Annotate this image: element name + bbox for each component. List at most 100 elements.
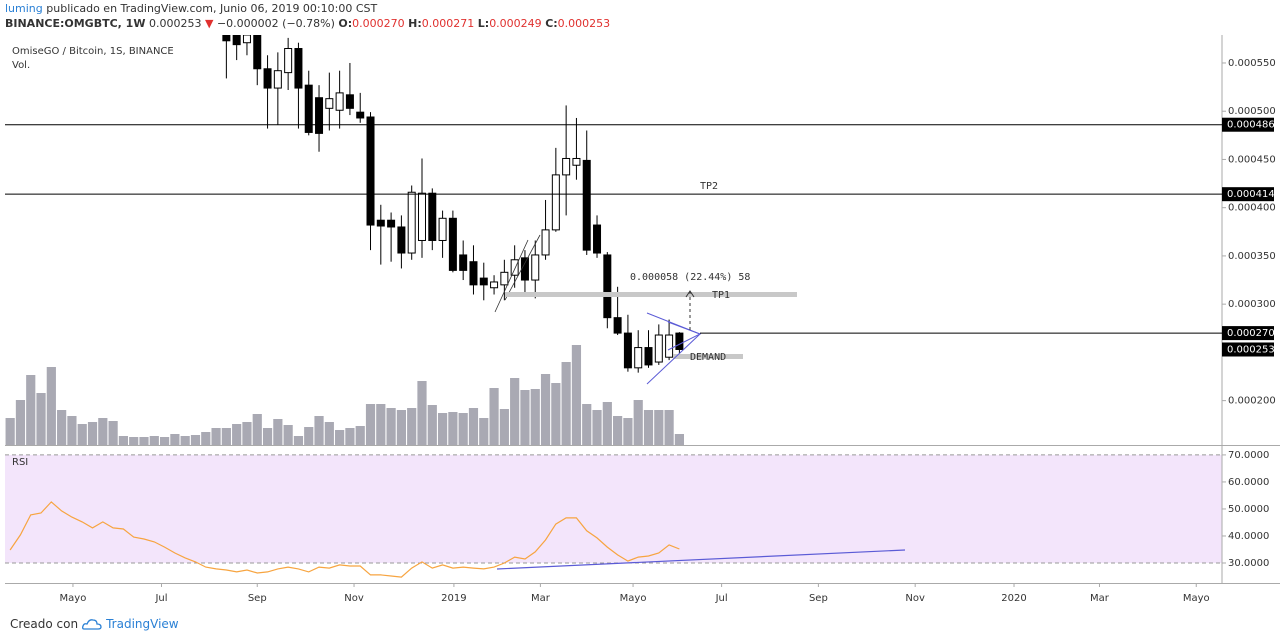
published: publicado en TradingView.com, Junio 06, … <box>46 2 378 15</box>
x-tick-label: Mayo <box>620 593 647 604</box>
candle-body <box>572 157 581 166</box>
rsi-tick-label: 40.0000 <box>1228 531 1269 542</box>
candle-body <box>665 334 674 358</box>
volume-bar <box>396 410 407 445</box>
candle-body <box>407 191 416 254</box>
volume-bar <box>365 404 376 445</box>
symbol-line: BINANCE:OMGBTC, 1W 0.000253 ▼ −0.000002 … <box>5 16 610 31</box>
candle-body <box>304 84 313 133</box>
drawings <box>494 234 906 570</box>
ohlc-value: 0.000271 <box>421 17 475 30</box>
price-label: 0.000253 <box>1227 344 1275 355</box>
volume-bar <box>118 436 129 445</box>
volume-bar <box>417 381 427 445</box>
price-label: 0.000486 <box>1227 120 1275 131</box>
candle-body <box>479 277 488 286</box>
candle-body <box>654 334 663 363</box>
y-tick-label: 0.000200 <box>1228 396 1276 407</box>
ohlc-value: 0.000249 <box>489 17 542 30</box>
candle-body <box>284 48 293 74</box>
volume-bar <box>201 432 211 445</box>
candle-body <box>644 347 653 366</box>
volume-bar <box>252 414 262 445</box>
candle-body <box>345 94 354 109</box>
volume-bar <box>67 416 77 445</box>
x-tick-label: Mar <box>1090 593 1110 604</box>
x-tick-label: Nov <box>905 593 925 604</box>
volume-bar <box>674 434 684 445</box>
volume-bar <box>448 412 458 445</box>
candle-body <box>417 192 426 241</box>
volume-bar <box>489 388 499 445</box>
candle-body <box>253 35 262 70</box>
chart-title: OmiseGO / Bitcoin, 1S, BINANCE <box>12 46 174 57</box>
volume-bar <box>139 437 149 445</box>
ohlc-key: O: <box>338 17 353 30</box>
volume-bar <box>314 416 324 445</box>
volume-bar <box>664 410 674 445</box>
volume-bar <box>98 418 108 445</box>
ohlc-value: 0.000270 <box>352 17 405 30</box>
ohlc-value: 0.000253 <box>557 17 611 30</box>
price-label-box <box>1222 326 1274 341</box>
candle-body <box>582 159 591 251</box>
last: 0.000253 <box>148 17 202 30</box>
volume-bar <box>36 393 46 445</box>
trend-line <box>494 239 529 313</box>
candle-body <box>531 254 540 281</box>
publish-line: luming publicado en TradingView.com, Jun… <box>5 1 610 16</box>
volume-bar <box>242 422 252 445</box>
arrow: ▼ <box>204 17 214 30</box>
volume-bar <box>499 409 509 445</box>
volume-bar <box>376 404 386 445</box>
candle-body <box>232 35 241 46</box>
candle-body <box>294 48 303 89</box>
candle-body <box>325 98 334 109</box>
volume-bar <box>335 430 345 445</box>
candle-body <box>510 259 519 276</box>
volume-bar <box>437 413 448 445</box>
logo <box>82 619 102 630</box>
candle-body <box>273 70 282 89</box>
x-tick-label: Jul <box>154 593 167 604</box>
ohlc-key: L: <box>477 17 490 30</box>
volume-bar <box>170 434 180 445</box>
y-tick-label: 0.000350 <box>1228 251 1276 262</box>
demand-zone <box>673 354 743 359</box>
tp1-zone <box>505 292 797 297</box>
annotation: 0.000058 (22.44%) 58 <box>630 272 750 283</box>
candle-body <box>242 35 251 44</box>
volume-bar <box>87 422 98 445</box>
volume-bar <box>345 428 355 445</box>
x-tick-label: Mayo <box>60 593 87 604</box>
user[interactable]: luming <box>5 2 43 15</box>
volume-bar <box>57 410 67 445</box>
price-label-box <box>1222 117 1274 132</box>
volume-bar <box>293 436 304 445</box>
volume-bar <box>623 418 633 445</box>
candle-body <box>593 224 602 254</box>
volume-bar <box>26 375 36 445</box>
candle-body <box>469 261 478 286</box>
volume-bar <box>180 436 190 445</box>
volume-bar <box>427 405 437 445</box>
candle-body <box>520 257 529 281</box>
rsi-band <box>5 454 1222 564</box>
x-tick-label: Jul <box>715 593 728 604</box>
volume-bar <box>5 418 15 445</box>
volume-bar <box>530 389 540 445</box>
rsi-tick-label: 60.0000 <box>1228 477 1269 488</box>
trend-line <box>504 234 541 301</box>
y-tick-label: 0.000300 <box>1228 299 1276 310</box>
candle-body <box>387 219 396 228</box>
volume-bar <box>582 404 592 445</box>
candle-body <box>448 217 457 271</box>
x-tick-label: Sep <box>809 593 828 604</box>
volume-bar <box>643 410 654 445</box>
candle-body <box>562 157 571 176</box>
volume-bar <box>592 410 602 445</box>
candle-body <box>428 192 437 241</box>
footer: Creado con TradingView <box>10 617 179 631</box>
brand[interactable]: TradingView <box>106 617 179 631</box>
volume-bar <box>108 421 118 445</box>
